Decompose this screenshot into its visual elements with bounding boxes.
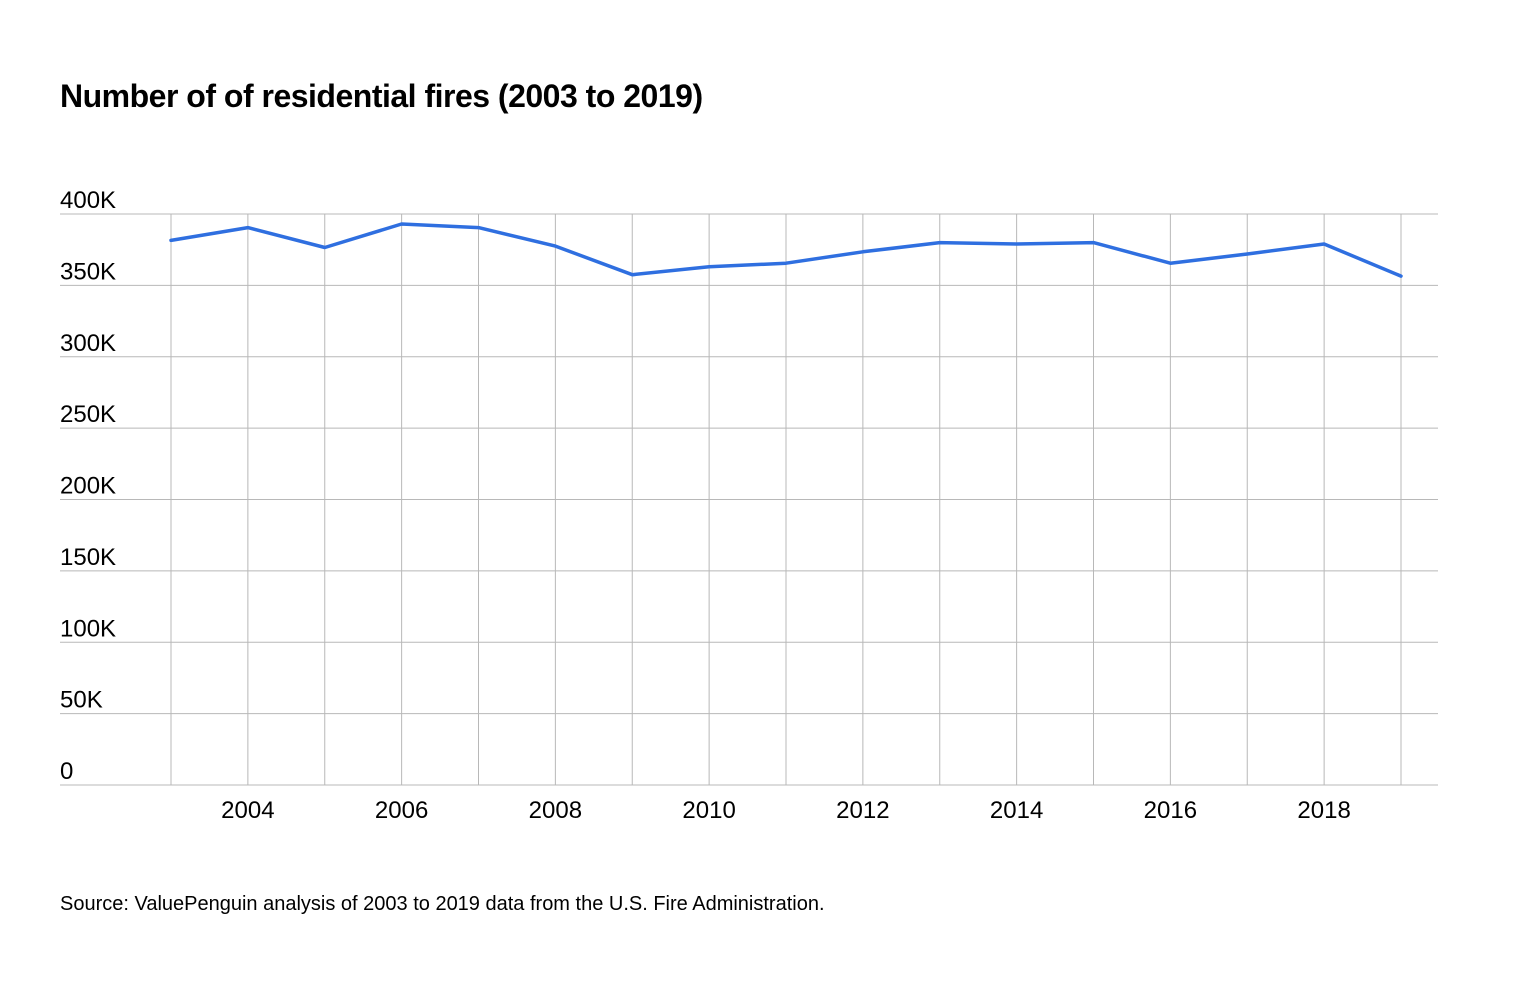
y-tick-label: 400K: [60, 187, 116, 214]
x-tick-label: 2004: [221, 797, 274, 824]
y-tick-label: 250K: [60, 401, 116, 428]
y-tick-label: 100K: [60, 615, 116, 642]
series-layer: [169, 222, 1403, 278]
series-line: [169, 222, 1403, 278]
y-axis-tick-labels: 0 50K 100K 150K 200K 250K 300K 350K 400K: [60, 187, 116, 785]
grid-lines: [60, 213, 1438, 786]
x-axis-tick-labels: 2004 2006 2008 2010 2012 2014 2016 2018: [221, 797, 1351, 824]
x-tick-label: 2012: [836, 797, 889, 824]
x-tick-label: 2006: [375, 797, 428, 824]
y-tick-label: 150K: [60, 544, 116, 571]
y-tick-label: 200K: [60, 473, 116, 500]
y-tick-label: 50K: [60, 687, 103, 714]
x-tick-label: 2008: [529, 797, 582, 824]
y-tick-label: 300K: [60, 330, 116, 357]
x-tick-label: 2018: [1297, 797, 1350, 824]
y-tick-label: 350K: [60, 258, 116, 285]
x-tick-label: 2016: [1144, 797, 1197, 824]
y-tick-label: 0: [60, 758, 73, 785]
source-note: Source: ValuePenguin analysis of 2003 to…: [60, 893, 825, 915]
chart-title: Number of of residential fires (2003 to …: [60, 78, 703, 114]
x-tick-label: 2010: [682, 797, 735, 824]
x-tick-label: 2014: [990, 797, 1043, 824]
